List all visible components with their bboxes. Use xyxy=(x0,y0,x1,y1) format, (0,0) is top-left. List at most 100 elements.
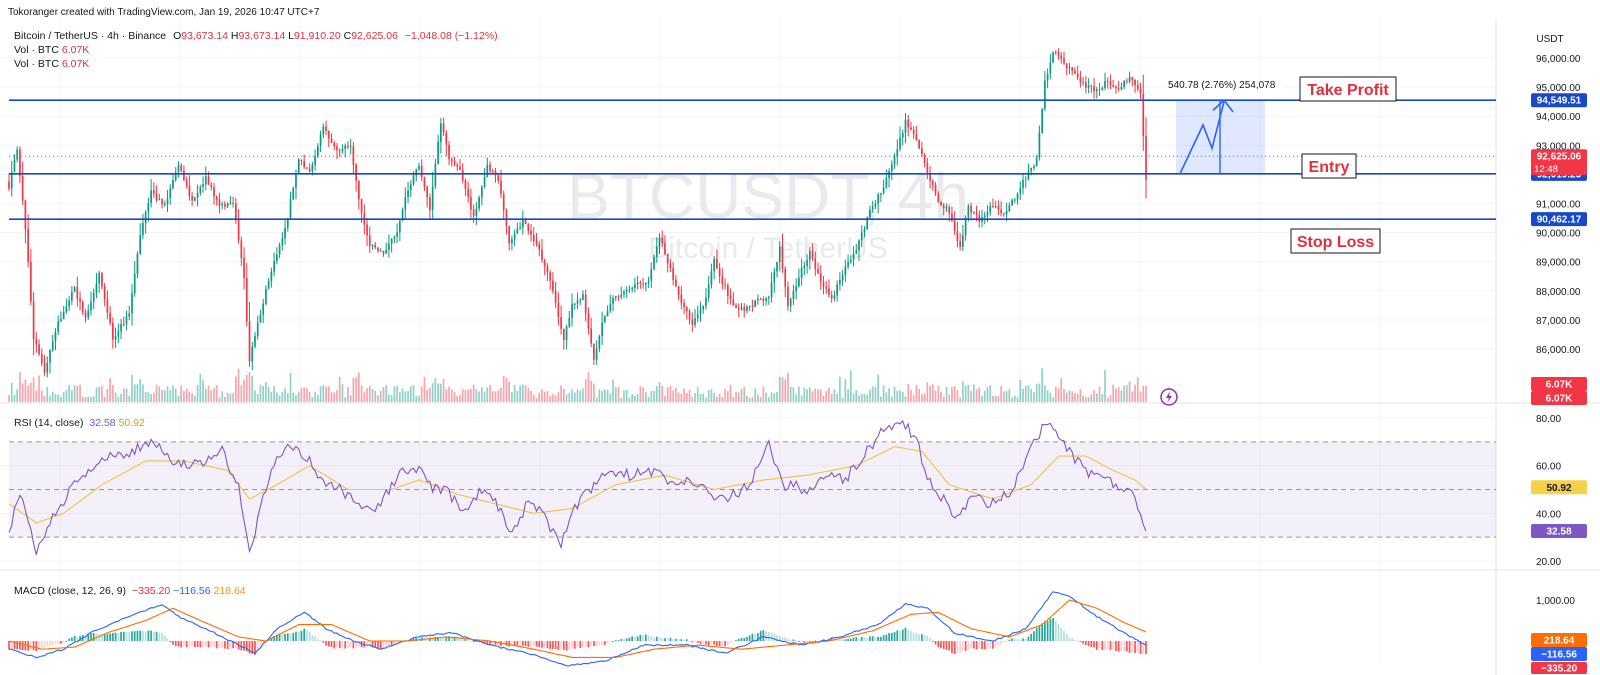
candle xyxy=(582,294,584,301)
macd-histogram-bar xyxy=(38,641,40,650)
candle xyxy=(672,268,675,280)
volume-bar xyxy=(439,383,442,402)
volume-bar xyxy=(1063,389,1065,402)
candle xyxy=(448,144,450,160)
candle xyxy=(199,187,202,194)
candle xyxy=(959,240,961,247)
volume-bar xyxy=(502,375,505,402)
macd-histogram-bar xyxy=(415,637,418,641)
macd-histogram-bar xyxy=(1016,639,1019,641)
macd-histogram-bar xyxy=(1145,641,1147,654)
macd-histogram-bar xyxy=(202,641,204,648)
volume-bar xyxy=(992,395,994,402)
volume-bar xyxy=(606,389,609,402)
macd-histogram-bar xyxy=(828,639,830,641)
candle xyxy=(472,209,475,216)
price-line-tag: 94,549.51 xyxy=(1537,96,1582,107)
volume-bar xyxy=(983,390,986,402)
price-axis[interactable]: USDT 96,000.00 95,000.00 94,000.00 93,000.00… xyxy=(1531,34,1587,675)
candle xyxy=(401,209,404,221)
volume-bar xyxy=(658,382,661,402)
macd-histogram-bar xyxy=(699,641,702,645)
price-lines[interactable] xyxy=(9,99,1496,220)
candle xyxy=(527,224,530,231)
volume-bar xyxy=(128,395,131,402)
rsi-legend[interactable]: RSI (14, close) 32.58 50.92 xyxy=(14,417,145,429)
candle xyxy=(874,203,877,207)
volume-bar xyxy=(300,388,303,402)
candle xyxy=(934,184,937,194)
watermark: BTCUSDT, 4h Bitcoin / TetherUS xyxy=(567,160,969,265)
candle xyxy=(248,321,251,362)
macd-histogram-bar xyxy=(910,631,912,641)
candle xyxy=(614,296,617,298)
volume-bar xyxy=(1134,384,1136,402)
macd-histogram-bar xyxy=(442,638,445,641)
candle xyxy=(357,180,360,200)
macd-histogram-bar xyxy=(899,630,901,641)
volume-bar xyxy=(409,386,412,402)
symbol-legend[interactable]: Bitcoin / TetherUS · 4h · Binance O93,67… xyxy=(14,30,498,42)
macd-histogram-bar xyxy=(87,633,90,641)
candle xyxy=(718,268,721,277)
candle xyxy=(1054,51,1057,53)
candle xyxy=(1126,80,1128,82)
macd-histogram-bar xyxy=(262,641,265,644)
candle xyxy=(964,217,967,236)
candle xyxy=(593,343,595,360)
macd-histogram-bar xyxy=(101,634,103,641)
macd-histogram-bar xyxy=(839,639,841,641)
position-info-bg xyxy=(1166,75,1286,93)
volume-bar xyxy=(472,384,475,402)
candle xyxy=(953,220,956,232)
volume-bar xyxy=(849,370,852,402)
volume-bar xyxy=(885,392,888,402)
candle xyxy=(68,300,70,307)
macd-histogram-bar xyxy=(106,634,109,641)
candle xyxy=(491,171,494,173)
candle xyxy=(997,206,1000,210)
volume-bar xyxy=(401,388,404,402)
candle xyxy=(368,235,371,247)
macd-histogram-bar xyxy=(245,641,248,652)
macd-histogram-bar xyxy=(516,641,519,646)
candle xyxy=(609,303,612,311)
candle xyxy=(489,164,491,172)
candle xyxy=(325,126,327,131)
volume-bar xyxy=(1090,394,1093,402)
macd-histogram-bar xyxy=(139,630,142,641)
volume-bar xyxy=(970,390,972,402)
volume-bar xyxy=(150,394,152,402)
candle xyxy=(918,140,920,149)
volume-bar xyxy=(1139,392,1142,402)
macd-histogram-bar xyxy=(866,637,869,641)
volume-bar xyxy=(243,379,245,402)
candle xyxy=(819,273,822,282)
macd-histogram-bar xyxy=(587,641,590,648)
volume-bar xyxy=(664,395,666,402)
macd-histogram-bar xyxy=(1128,641,1131,653)
volume-bar xyxy=(636,393,639,402)
candle xyxy=(1065,63,1068,69)
candle xyxy=(1011,199,1013,206)
volume-bar xyxy=(535,397,538,402)
candle xyxy=(377,247,379,251)
macd-histogram-bar xyxy=(836,639,838,641)
macd-legend[interactable]: MACD (close, 12, 26, 9) −335.20 −116.56 … xyxy=(14,585,246,597)
macd-histogram-bar xyxy=(1000,641,1002,645)
candle xyxy=(1019,188,1022,194)
candle xyxy=(1024,179,1027,181)
macd-histogram-bar xyxy=(1005,641,1008,642)
macd-histogram-bar xyxy=(519,641,521,646)
volume-bar xyxy=(191,393,193,402)
volume-legend-2[interactable]: Vol · BTC 6.07K xyxy=(14,58,89,70)
macd-histogram-bar xyxy=(1112,641,1115,650)
macd-histogram-bar xyxy=(803,641,806,643)
macd-histogram-bar xyxy=(448,636,450,641)
volume-legend-1[interactable]: Vol · BTC 6.07K xyxy=(14,44,89,56)
volume-bar xyxy=(1131,391,1134,402)
macd-histogram-bar xyxy=(721,641,724,646)
candle xyxy=(79,298,81,302)
candle xyxy=(912,129,915,135)
